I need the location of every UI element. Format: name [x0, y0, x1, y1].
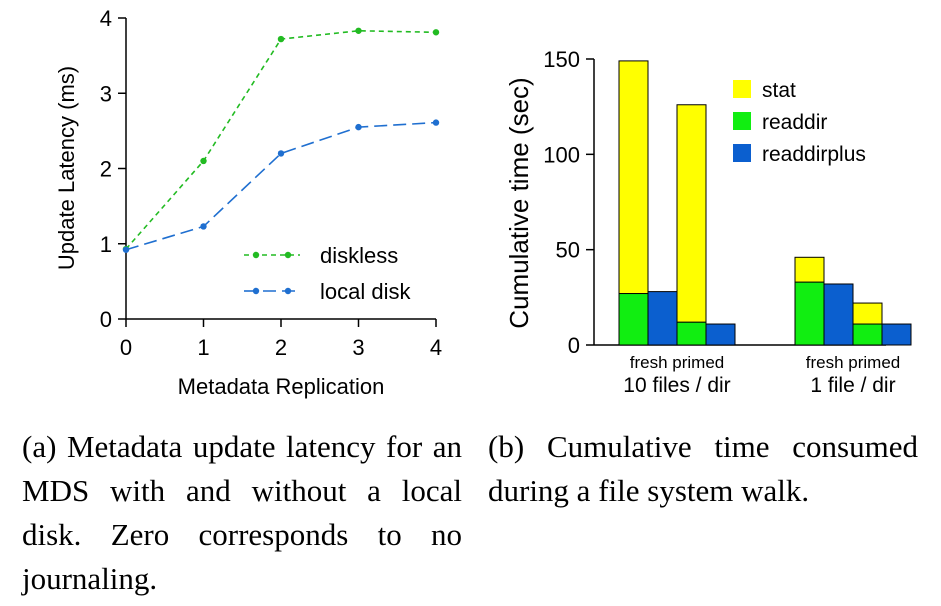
- diskless-point: [355, 27, 362, 34]
- cumulative-bars: [618, 60, 912, 346]
- readdir-bar-segment: [852, 323, 883, 346]
- caption-b: (b) Cumulative time consumed during a fi…: [488, 429, 918, 508]
- readdirplus-bar-segment: [823, 283, 854, 346]
- latency-y-tick-label: 1: [100, 232, 112, 257]
- stat-bar-segment: [676, 104, 707, 323]
- group-label: 10 files / dir: [623, 374, 730, 397]
- latency-x-tick-label: 3: [352, 335, 364, 360]
- latency-y-axis-label: Update Latency (ms): [54, 66, 79, 270]
- latency-axes: 0 1 2 3 4 0 1 2 3 4: [100, 6, 442, 360]
- cumulative-group-labels: fresh primed 10 files / dir fresh primed 1 …: [623, 353, 900, 397]
- readdir-bar-segment: [618, 293, 649, 346]
- local-disk-point: [432, 119, 440, 126]
- latency-x-axis-label: Metadata Replication: [178, 374, 385, 399]
- caption-a: (a) Metadata update latency for an MDS w…: [22, 429, 462, 596]
- cumulative-legend: stat readdir readdirplus: [733, 79, 866, 166]
- readdirplus-legend-label: readdirplus: [762, 143, 866, 166]
- cumulative-y-tick-label: 150: [543, 47, 580, 72]
- local-disk-point: [200, 223, 207, 230]
- latency-y-tick-label: 0: [100, 307, 112, 332]
- group-sublabel: fresh primed: [806, 353, 900, 372]
- cumulative-y-tick-label: 0: [568, 333, 580, 358]
- local-disk-legend-marker: [252, 287, 260, 295]
- cumulative-y-axis-label: Cumulative time (sec): [504, 77, 534, 328]
- cumulative-y-tick-label: 100: [543, 142, 580, 167]
- latency-x-tick-label: 2: [275, 335, 287, 360]
- diskless-legend-marker: [284, 251, 292, 259]
- readdirplus-bar-segment: [647, 291, 678, 346]
- stat-legend-label: stat: [762, 79, 796, 102]
- group-sublabel: fresh primed: [630, 353, 724, 372]
- latency-line-chart: 0 1 2 3 4 0 1 2 3 4 diskless local disk Update Lat…: [54, 6, 442, 399]
- local-disk-legend-marker: [284, 287, 292, 295]
- diskless-legend-label: diskless: [320, 243, 398, 268]
- local-disk-line: [125, 121, 437, 251]
- readdirplus-legend-swatch: [733, 144, 751, 162]
- diskless-point: [200, 157, 207, 165]
- cumulative-y-tick-label: 50: [556, 238, 580, 263]
- latency-x-tick-label: 4: [430, 335, 442, 360]
- diskless-line: [125, 29, 437, 250]
- latency-legend: diskless local disk: [244, 243, 411, 304]
- local-disk-point: [277, 150, 285, 157]
- local-disk-point: [355, 123, 362, 131]
- local-disk-point: [122, 246, 130, 253]
- stat-bar-segment: [852, 302, 883, 325]
- group-label: 1 file / dir: [810, 374, 895, 397]
- latency-x-tick-label: 0: [120, 335, 132, 360]
- stat-legend-swatch: [733, 80, 751, 98]
- readdir-legend-label: readdir: [762, 111, 827, 134]
- readdir-legend-swatch: [733, 112, 751, 130]
- diskless-point: [432, 29, 440, 36]
- readdirplus-bar-segment: [881, 323, 912, 346]
- stat-bar-segment: [618, 60, 649, 295]
- latency-y-tick-label: 3: [100, 81, 112, 106]
- diskless-point: [277, 35, 285, 43]
- stat-bar-segment: [794, 256, 825, 283]
- diskless-legend-marker: [252, 251, 260, 259]
- local-disk-legend-label: local disk: [320, 279, 411, 304]
- readdir-bar-segment: [676, 321, 707, 346]
- readdirplus-bar-segment: [705, 323, 736, 346]
- latency-x-tick-label: 1: [197, 335, 209, 360]
- readdir-bar-segment: [794, 281, 825, 346]
- latency-series: [122, 27, 440, 253]
- latency-y-tick-label: 4: [100, 6, 112, 31]
- latency-y-tick-label: 2: [100, 157, 112, 182]
- cumulative-time-bar-chart: 0 50 100 150 stat readdir readdirplus fresh p…: [504, 47, 912, 397]
